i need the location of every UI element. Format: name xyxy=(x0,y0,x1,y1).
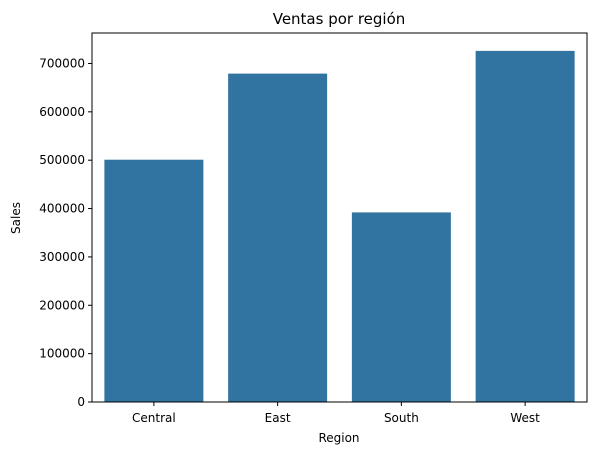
x-tick-label: South xyxy=(384,411,419,425)
y-tick-label: 700000 xyxy=(39,56,85,70)
x-axis-label: Region xyxy=(318,431,359,445)
y-tick-label: 100000 xyxy=(39,347,85,361)
y-tick-label: 500000 xyxy=(39,153,85,167)
x-tick-label: Central xyxy=(132,411,176,425)
x-tick-label: East xyxy=(265,411,291,425)
bar-south xyxy=(351,212,451,402)
y-tick-label: 200000 xyxy=(39,298,85,312)
plot-area: 0 100000 200000 300000 400000 500000 600000 700… xyxy=(39,32,588,425)
y-tick-label: 600000 xyxy=(39,105,85,119)
chart-title: Ventas por región xyxy=(273,10,406,28)
bar-east xyxy=(228,73,328,403)
bar-west xyxy=(475,50,575,402)
y-axis-label: Sales xyxy=(9,202,23,234)
y-tick-label: 0 xyxy=(77,395,85,409)
plot-frame xyxy=(91,32,588,403)
y-tick-label: 400000 xyxy=(39,202,85,216)
bar-central xyxy=(104,159,204,402)
x-tick-label: West xyxy=(510,411,540,425)
y-tick-label: 300000 xyxy=(39,250,85,264)
